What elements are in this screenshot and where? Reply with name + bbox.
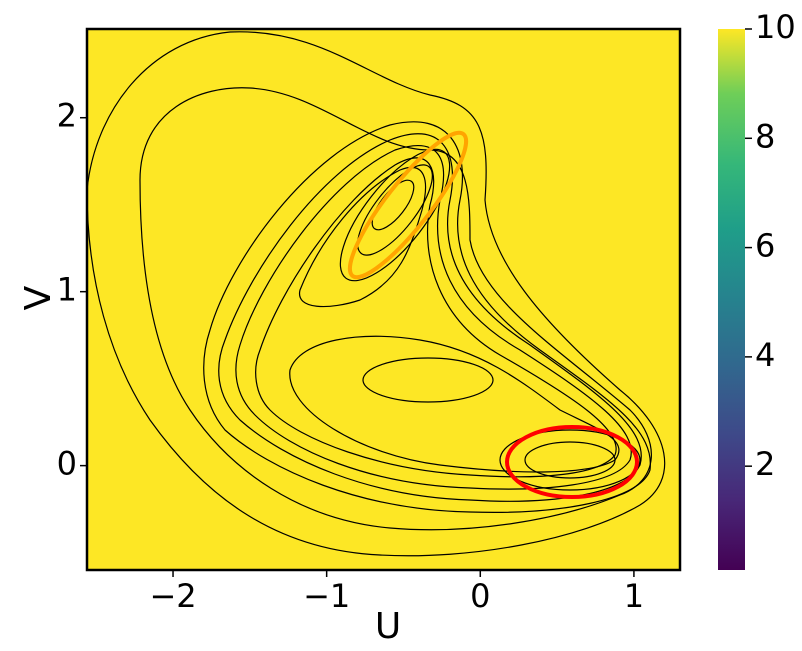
x-tick-label: −2	[149, 577, 196, 615]
x-tick-label: 1	[624, 577, 644, 615]
x-axis-label: U	[375, 606, 401, 647]
y-tick-label: 1	[57, 271, 77, 309]
colorbar-tick-label: 2	[755, 445, 775, 483]
y-tick-label: 0	[57, 445, 77, 483]
y-tick-label: 2	[57, 97, 77, 135]
colorbar	[718, 29, 745, 570]
potential-field	[87, 29, 680, 570]
colorbar-tick-label: 10	[755, 8, 796, 46]
x-tick-label: −1	[303, 577, 350, 615]
orange-ellipse	[347, 130, 469, 280]
colorbar-tick-label: 6	[755, 227, 775, 265]
x-tick-label: 0	[470, 577, 490, 615]
plot-frame	[85, 27, 682, 572]
red-ellipse	[505, 425, 639, 499]
colorbar-tick-label: 8	[755, 117, 775, 155]
colorbar-tick-label: 4	[755, 336, 775, 374]
y-axis-label: V	[18, 285, 59, 310]
